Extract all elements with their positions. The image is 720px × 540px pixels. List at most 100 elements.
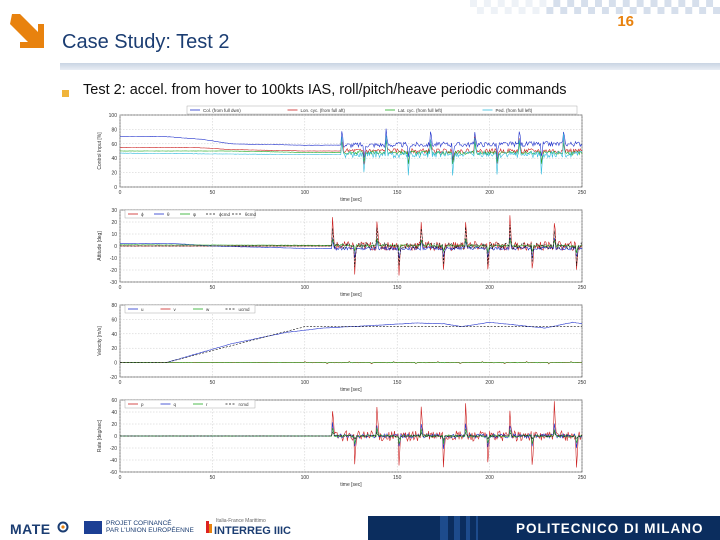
interreg-mark-icon (206, 521, 212, 533)
checker-cell (567, 0, 575, 7)
x-tick-label: 50 (210, 380, 216, 386)
legend-label: θ (167, 212, 170, 217)
checker-cell (483, 0, 491, 7)
checker-cell (699, 7, 707, 14)
checker-cell (692, 0, 700, 7)
y-tick-label: -40 (110, 458, 117, 464)
checker-cell (588, 7, 595, 14)
y-tick-label: 40 (111, 156, 117, 162)
checker-cell (664, 0, 672, 7)
checker-cell (595, 0, 602, 7)
checker-cell (636, 0, 644, 7)
y-axis-label: Attitude [deg] (97, 231, 103, 261)
eu-flag-icon (84, 521, 102, 534)
x-tick-label: 150 (393, 380, 402, 386)
checker-cell (511, 0, 519, 7)
series-line-w (119, 361, 583, 364)
university-name: POLITECNICO DI MILANO (516, 521, 704, 536)
logo-arrow-icon (10, 14, 44, 48)
checker-cell (629, 7, 637, 14)
x-tick-label: 50 (210, 475, 216, 481)
legend-label: rcmd (239, 402, 249, 407)
legend-label: r (206, 402, 208, 407)
y-tick-label: 20 (111, 422, 117, 428)
y-tick-label: 0 (114, 185, 117, 191)
page-number: 16 (617, 13, 634, 30)
x-tick-label: 50 (210, 190, 216, 196)
plot-frame (119, 304, 583, 378)
x-tick-label: 100 (301, 475, 310, 481)
checker-cell (525, 0, 533, 7)
legend-label: Lat. cyc. (from full left) (398, 108, 443, 113)
x-axis-label: time [sec] (340, 482, 362, 488)
legend-label: ϕ (141, 212, 144, 217)
checker-cell (643, 7, 651, 14)
checker-cell (546, 7, 554, 14)
x-tick-label: 100 (301, 190, 310, 196)
legend-label: θcmd (245, 212, 257, 217)
legend-box (186, 105, 578, 115)
y-tick-label: 0 (114, 361, 117, 367)
x-tick-label: 250 (578, 190, 587, 196)
checker-cell (713, 7, 720, 14)
y-tick-label: 40 (111, 332, 117, 338)
interreg-subtext: Italia-France Marittimo (216, 518, 266, 524)
y-axis-label: Rate [deg/sec] (97, 419, 103, 452)
y-tick-label: 20 (111, 171, 117, 177)
checker-cell (622, 0, 630, 7)
checker-pattern (470, 0, 720, 14)
y-tick-label: -60 (110, 470, 117, 476)
y-tick-label: -30 (110, 280, 117, 286)
legend-label: Ped. (from full left) (496, 108, 533, 113)
y-tick-label: -10 (110, 256, 117, 262)
y-tick-label: 80 (111, 303, 117, 309)
legend-label: u (141, 307, 144, 312)
mateo-logo: MATE (10, 521, 51, 537)
checker-cell (608, 0, 616, 7)
x-tick-label: 250 (578, 380, 587, 386)
y-tick-label: 20 (111, 346, 117, 352)
x-tick-label: 200 (485, 380, 494, 386)
x-tick-label: 150 (393, 190, 402, 196)
checker-cell (560, 7, 568, 14)
checker-cell (504, 7, 512, 14)
y-tick-label: 40 (111, 410, 117, 416)
y-tick-label: -20 (110, 375, 117, 381)
checker-cell (497, 0, 505, 7)
series-line-ϕcmd (119, 224, 583, 267)
checker-cell (657, 7, 665, 14)
legend-label: p (141, 402, 144, 407)
checker-cell (553, 0, 561, 7)
checker-cell (490, 7, 498, 14)
y-tick-label: 60 (111, 317, 117, 323)
checker-cell (601, 7, 609, 14)
x-tick-label: 0 (119, 380, 122, 386)
series-line-Ped. (from full left) (119, 133, 583, 176)
x-axis-label: time [sec] (340, 292, 362, 298)
title-divider (60, 63, 720, 70)
series-line-ucmd (120, 326, 583, 364)
series-line-ψ (119, 238, 583, 253)
x-tick-label: 150 (393, 475, 402, 481)
legend-label: Lon. cyc. (from full aft) (301, 108, 346, 113)
x-tick-label: 250 (578, 475, 587, 481)
university-band (368, 516, 720, 540)
x-tick-label: 0 (119, 285, 122, 291)
y-tick-label: 100 (109, 113, 118, 119)
legend-box (124, 399, 256, 409)
y-tick-label: 60 (111, 398, 117, 404)
x-tick-label: 200 (485, 285, 494, 291)
checker-cell (671, 7, 679, 14)
y-tick-label: 20 (111, 220, 117, 226)
y-tick-label: 0 (114, 434, 117, 440)
y-tick-label: 10 (111, 232, 117, 238)
x-tick-label: 0 (119, 190, 122, 196)
legend-label: v (174, 307, 177, 312)
slide-title: Case Study: Test 2 (62, 31, 230, 53)
y-tick-label: 60 (111, 142, 117, 148)
checker-cell (678, 0, 686, 7)
